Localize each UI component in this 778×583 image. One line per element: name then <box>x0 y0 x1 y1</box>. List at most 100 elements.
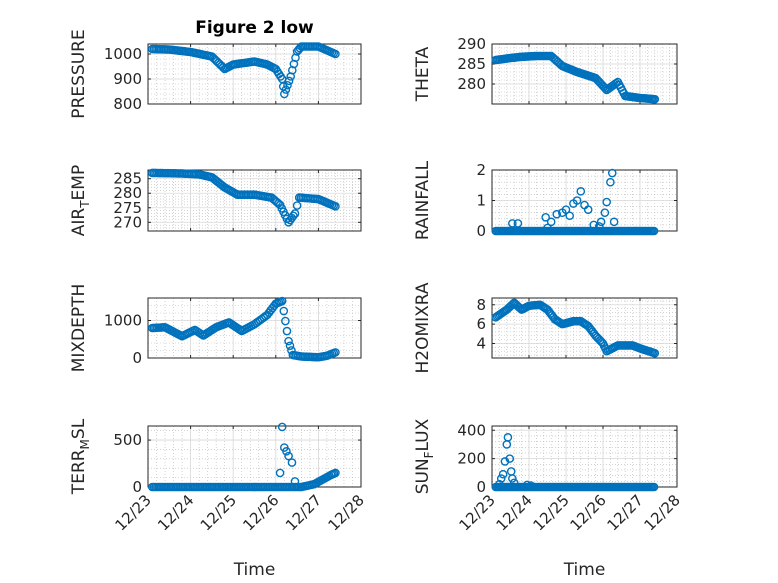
y-tick-label: 285 <box>457 55 486 73</box>
data-point <box>576 187 586 196</box>
y-tick-label: 280 <box>457 75 486 93</box>
data-point <box>279 306 289 316</box>
data-point <box>496 474 506 483</box>
data-point <box>275 468 285 478</box>
data-point <box>650 348 660 358</box>
y-tick-label: 270 <box>113 213 142 231</box>
x-tick-label: 12/28 <box>325 491 368 534</box>
data-point <box>277 422 287 432</box>
y-tick-label: 0 <box>476 222 486 240</box>
data-point <box>543 223 552 233</box>
axes-box <box>147 169 362 232</box>
axes-box <box>491 43 678 105</box>
data-point <box>606 177 615 187</box>
subplot-mixdepth: 0 1000 MIXDEPTH <box>69 284 362 373</box>
data-point <box>281 85 291 94</box>
y-tick-label: 275 <box>113 199 142 217</box>
y-tick-label: 4 <box>476 334 486 352</box>
data-point <box>281 316 290 326</box>
data-series <box>147 296 340 362</box>
x-tick-label: 12/26 <box>567 491 610 534</box>
y-tick-label: 290 <box>457 35 486 53</box>
data-point <box>595 222 604 231</box>
data-point <box>600 208 610 217</box>
y-tick-label: 1 <box>476 192 486 210</box>
y-axis-label: H2OMIXRA <box>413 282 433 373</box>
data-point <box>649 482 659 492</box>
y-tick-label: 6 <box>476 315 486 333</box>
axes-box <box>491 297 678 359</box>
data-series <box>491 433 659 492</box>
data-point <box>572 196 582 205</box>
data-series <box>491 168 659 236</box>
data-point <box>331 202 340 211</box>
data-point <box>602 197 612 207</box>
data-point <box>649 226 659 236</box>
data-point <box>284 76 294 86</box>
x-tick-label: 12/23 <box>456 491 499 534</box>
data-point <box>285 341 295 351</box>
y-axis-label: MIXDEPTH <box>69 284 89 373</box>
plot-area <box>491 425 678 488</box>
data-point <box>290 477 300 486</box>
data-series <box>491 298 660 358</box>
data-point <box>282 326 292 336</box>
data-point <box>508 219 517 228</box>
data-point <box>287 458 297 467</box>
x-axis-label: Time <box>233 560 276 580</box>
axes-box <box>147 43 362 105</box>
y-axis-label: THETA <box>413 46 433 102</box>
data-point <box>289 211 298 221</box>
y-tick-label: 8 <box>476 296 486 314</box>
data-point <box>607 168 617 178</box>
data-point <box>541 212 550 222</box>
data-point <box>583 205 593 214</box>
x-tick-label: 12/24 <box>493 491 536 534</box>
y-tick-label: 0 <box>132 478 142 496</box>
data-point <box>282 447 291 456</box>
y-axis-label: AIRTEMP <box>69 165 92 236</box>
data-point <box>284 336 293 346</box>
y-tick-label: 280 <box>113 184 142 202</box>
y-tick-label: 1000 <box>104 312 142 330</box>
y-tick-label: 0 <box>132 349 142 367</box>
subplot-terr-msl: 0 500 12/23 12/24 12/25 12/26 12/27 12/28 Time TE… <box>69 418 368 580</box>
data-point <box>498 469 508 479</box>
data-series <box>147 168 340 227</box>
x-tick-label: 12/28 <box>641 491 684 534</box>
y-tick-label: 285 <box>113 170 142 188</box>
y-axis-label: SUNFLUX <box>413 418 436 494</box>
data-point <box>331 49 340 59</box>
data-point <box>561 205 571 214</box>
y-tick-label: 200 <box>457 450 486 468</box>
data-point <box>290 209 300 218</box>
data-point <box>546 217 556 227</box>
y-tick-label: 800 <box>113 95 142 113</box>
y-tick-label: 400 <box>457 421 486 439</box>
data-point <box>565 211 575 221</box>
y-tick-label: 500 <box>113 431 142 449</box>
data-point <box>552 209 562 219</box>
y-tick-label: 0 <box>476 478 486 496</box>
data-point <box>522 480 532 490</box>
data-series <box>147 42 340 99</box>
data-point <box>596 217 606 227</box>
figure-title: Figure 2 low <box>195 18 314 38</box>
data-point <box>503 433 513 442</box>
subplot-h2omixra: 468 H2OMIXRA <box>413 282 678 374</box>
data-point <box>495 479 504 489</box>
data-point <box>508 474 517 483</box>
data-point <box>292 201 302 210</box>
data-point <box>331 468 340 478</box>
data-point <box>280 89 289 99</box>
x-tick-label: 12/27 <box>282 491 325 534</box>
y-tick-label: 1000 <box>104 45 142 63</box>
x-tick-label: 12/25 <box>197 491 240 534</box>
data-point <box>609 217 619 227</box>
x-tick-label: 12/26 <box>239 491 282 534</box>
y-axis-label: TERRMSL <box>69 418 92 495</box>
y-axis-label: RAINFALL <box>413 160 433 240</box>
x-tick-label: 12/25 <box>530 491 573 534</box>
